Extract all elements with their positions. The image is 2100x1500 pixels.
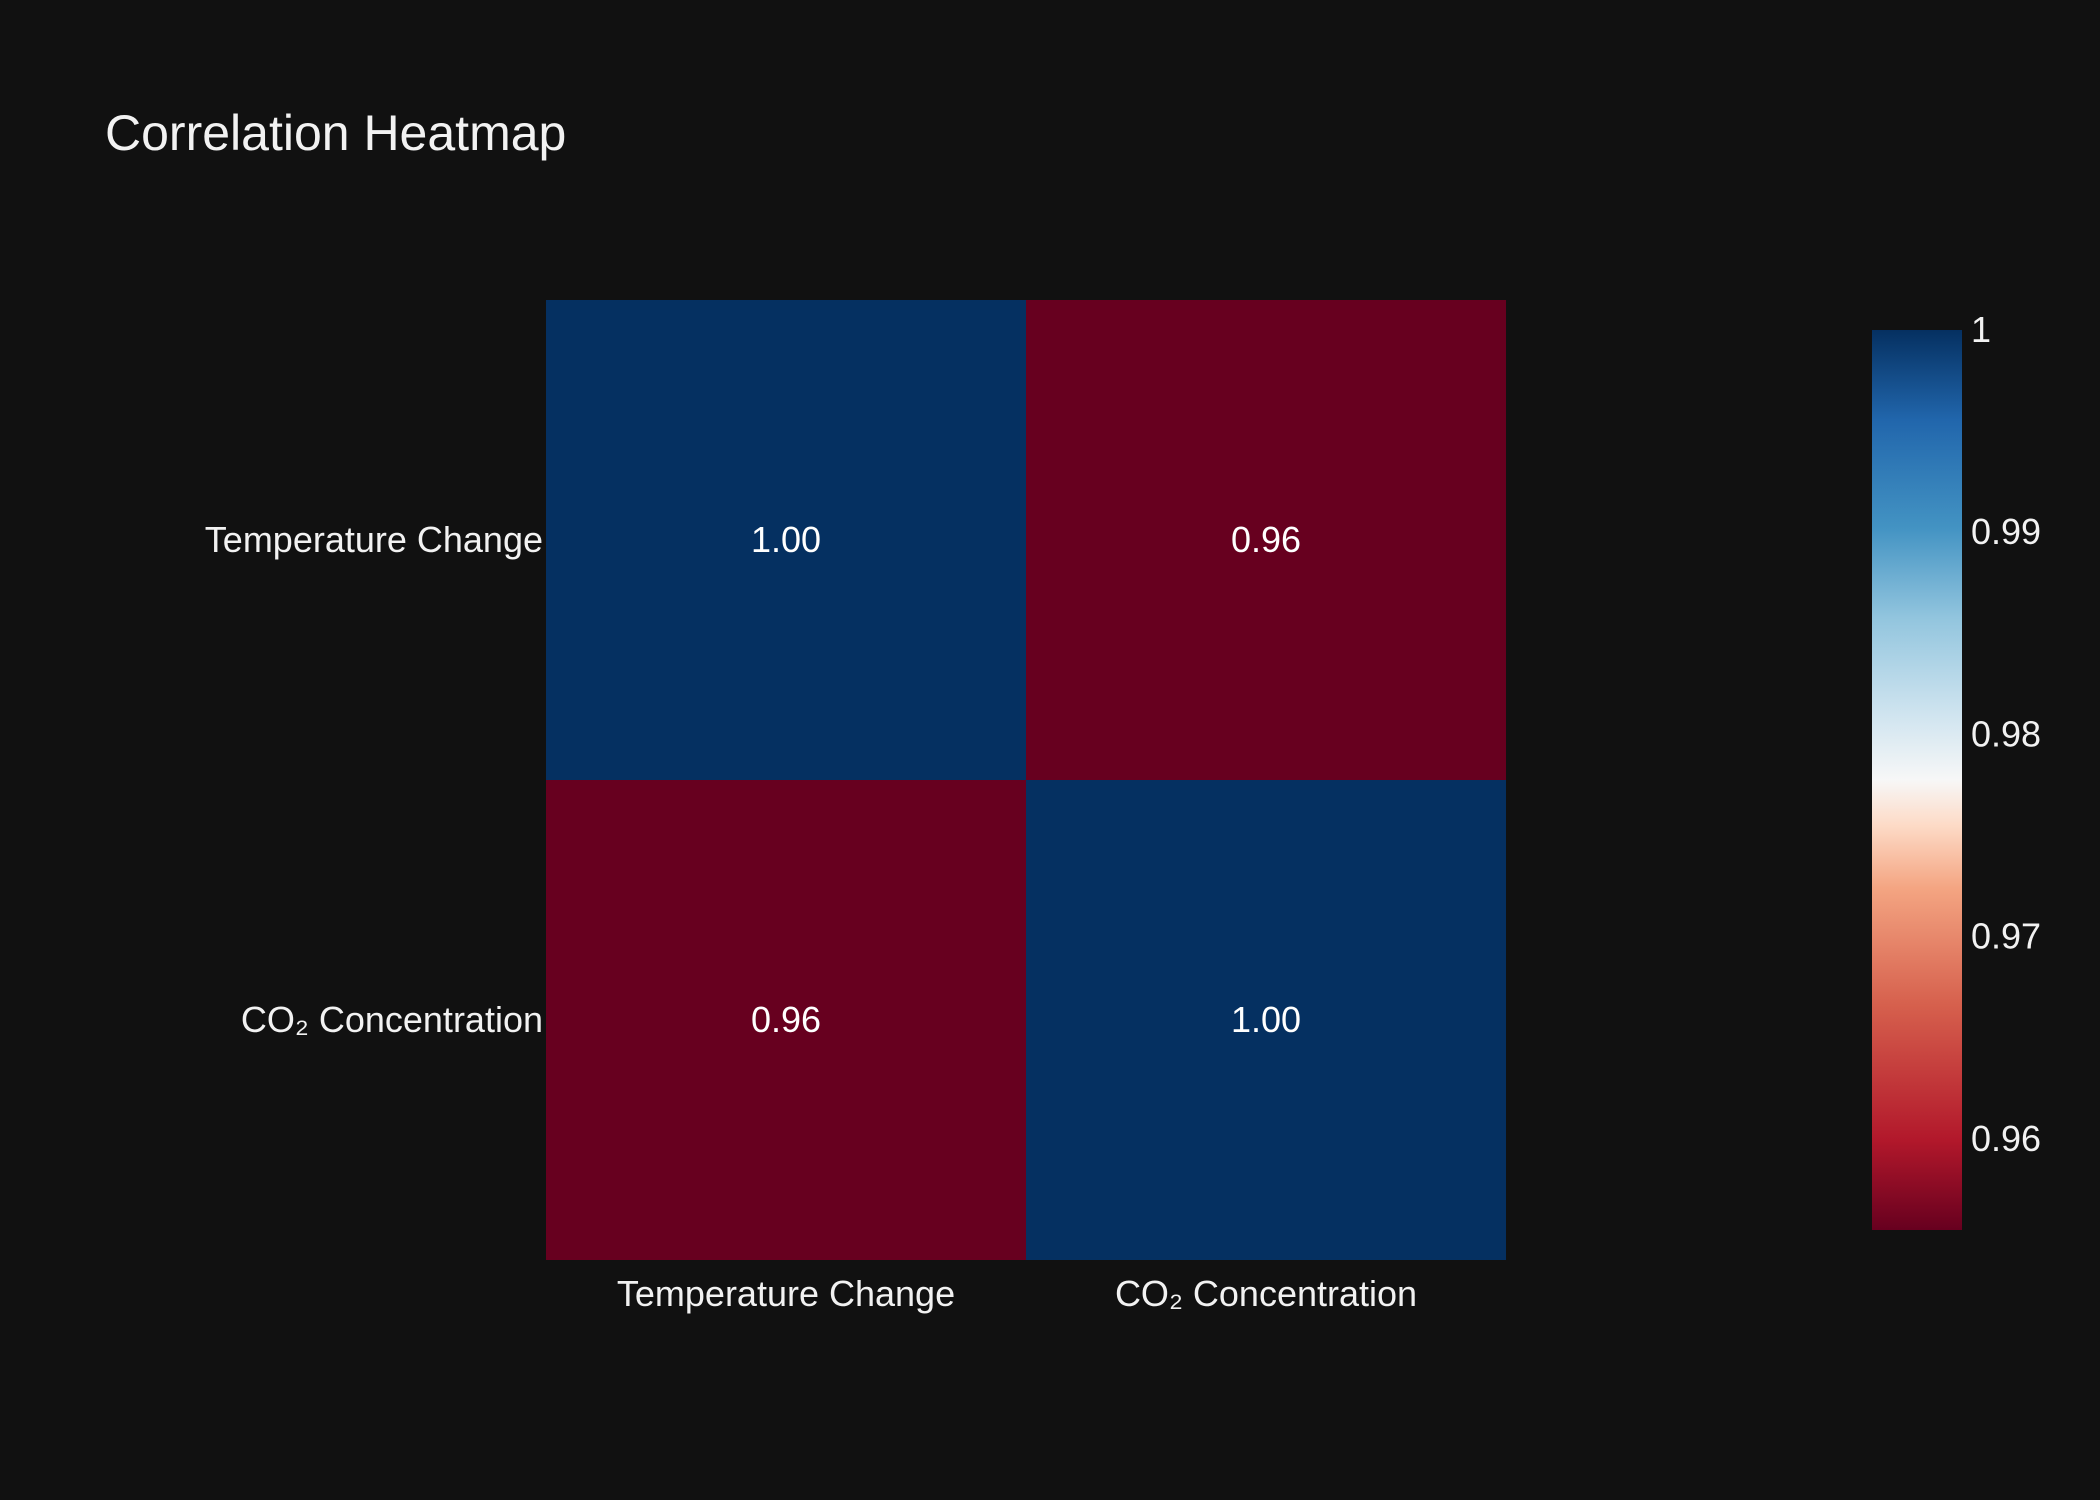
- colorbar-tick-label: 0.97: [1971, 916, 2041, 957]
- heatmap-cell-r0-c0: [546, 300, 1026, 780]
- y-axis-tick-labels: Temperature Change CO₂ Concentration: [205, 519, 543, 1040]
- colorbar: 1 0.99 0.98 0.97 0.96: [1872, 309, 2041, 1230]
- cell-value-label: 0.96: [751, 999, 821, 1040]
- heatmap-cell-r1-c0: [546, 780, 1026, 1260]
- colorbar-tick-label: 0.99: [1971, 511, 2041, 552]
- y-tick-label: CO₂ Concentration: [241, 999, 543, 1040]
- colorbar-tick-label: 0.96: [1971, 1118, 2041, 1159]
- colorbar-tick-labels: 1 0.99 0.98 0.97 0.96: [1971, 309, 2041, 1159]
- heatmap-cell-r1-c1: [1026, 780, 1506, 1260]
- cell-value-label: 1.00: [751, 519, 821, 560]
- x-tick-label: CO₂ Concentration: [1115, 1273, 1417, 1314]
- x-tick-label: Temperature Change: [617, 1273, 955, 1314]
- y-tick-label: Temperature Change: [205, 519, 543, 560]
- x-axis-tick-labels: Temperature Change CO₂ Concentration: [617, 1273, 1417, 1314]
- colorbar-tick-label: 0.98: [1971, 713, 2041, 754]
- cell-value-label: 1.00: [1231, 999, 1301, 1040]
- heatmap-cell-r0-c1: [1026, 300, 1506, 780]
- chart-title: Correlation Heatmap: [105, 105, 566, 161]
- colorbar-gradient: [1872, 330, 1962, 1230]
- heatmap-cell-labels: 1.00 0.96 0.96 1.00: [751, 519, 1301, 1040]
- cell-value-label: 0.96: [1231, 519, 1301, 560]
- heatmap-cells: [546, 300, 1506, 1260]
- colorbar-tick-label: 1: [1971, 309, 1991, 350]
